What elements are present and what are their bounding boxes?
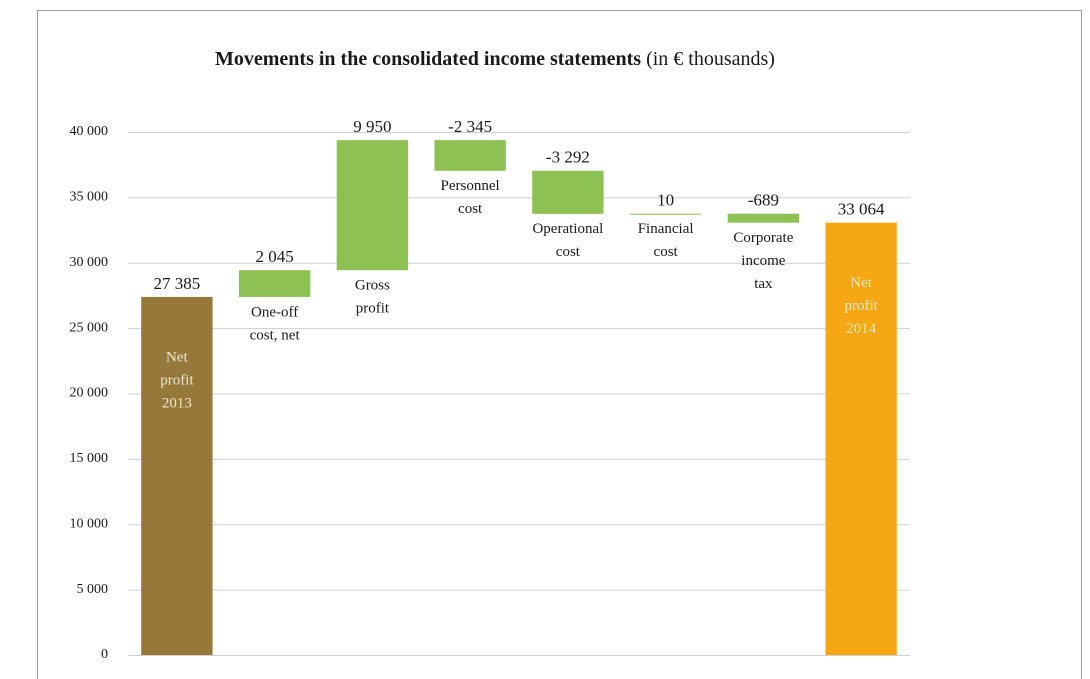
value-label: -3 292 xyxy=(546,148,590,167)
bar xyxy=(825,222,897,655)
category-label: profit xyxy=(844,298,878,314)
y-tick-label: 20 000 xyxy=(70,386,109,401)
chart-title: Movements in the consolidated income sta… xyxy=(215,48,775,70)
category-label: Operational xyxy=(532,221,603,237)
y-tick-label: 0 xyxy=(101,647,108,662)
y-tick-label: 40 000 xyxy=(70,124,109,139)
category-label: tax xyxy=(754,276,773,292)
category-label: 2013 xyxy=(162,395,192,411)
category-label: cost, net xyxy=(250,327,301,343)
category-label: cost xyxy=(654,244,679,260)
value-label: 10 xyxy=(657,191,674,210)
category-label: Personnel xyxy=(441,178,500,194)
y-tick-label: 10 000 xyxy=(70,516,109,531)
frame xyxy=(37,10,1082,679)
category-label: income xyxy=(741,253,785,269)
value-label: -2 345 xyxy=(448,117,492,136)
y-tick-label: 30 000 xyxy=(70,255,109,270)
bar xyxy=(629,213,702,215)
value-label: 2 045 xyxy=(256,247,294,266)
y-tick-label: 25 000 xyxy=(70,320,109,335)
value-label: 9 950 xyxy=(353,117,391,136)
bar xyxy=(434,140,506,171)
category-label: profit xyxy=(356,301,390,317)
category-label: Gross xyxy=(355,278,390,294)
category-label: Financial xyxy=(638,221,694,237)
category-label: One-off xyxy=(251,304,298,320)
y-tick-label: 15 000 xyxy=(70,451,109,466)
category-label: cost xyxy=(556,244,581,260)
y-tick-label: 35 000 xyxy=(70,190,109,205)
title-note: (in € thousands) xyxy=(646,48,775,70)
value-label: -689 xyxy=(748,191,779,210)
bar xyxy=(727,213,800,223)
category-label: cost xyxy=(458,201,483,217)
category-label: profit xyxy=(160,372,194,388)
category-label: Corporate xyxy=(733,230,793,246)
title-main: Movements in the consolidated income sta… xyxy=(215,48,641,70)
bar xyxy=(141,296,213,655)
y-tick-label: 5 000 xyxy=(77,582,109,597)
category-label: Net xyxy=(166,349,188,365)
category-label: Net xyxy=(850,275,872,291)
value-label: 33 064 xyxy=(838,200,885,219)
bar xyxy=(336,140,409,271)
category-label: 2014 xyxy=(846,321,877,337)
bar xyxy=(238,270,311,297)
bar xyxy=(532,170,604,214)
value-label: 27 385 xyxy=(154,274,201,293)
